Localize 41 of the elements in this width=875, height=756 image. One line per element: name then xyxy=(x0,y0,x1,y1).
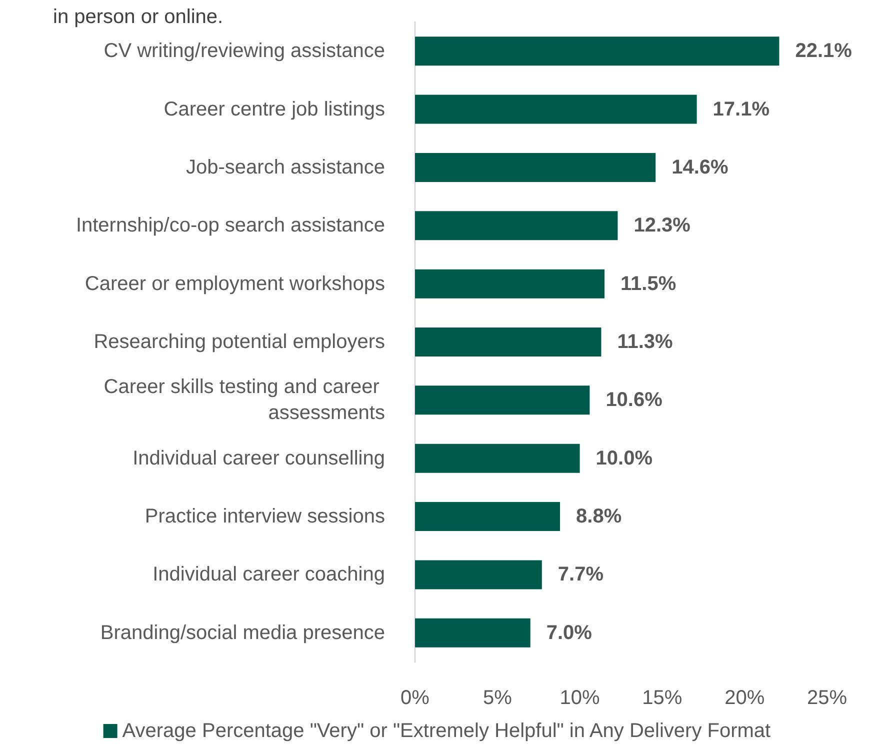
data-label: 10.6% xyxy=(606,389,663,412)
x-tick-label: 10% xyxy=(560,687,600,709)
bar xyxy=(415,269,605,298)
data-label: 14.6% xyxy=(672,156,729,178)
bar xyxy=(415,502,560,532)
bar xyxy=(415,444,580,473)
data-label: 7.7% xyxy=(558,564,604,586)
x-tick-label: 15% xyxy=(642,687,682,709)
data-label: 11.3% xyxy=(617,331,674,353)
y-tick-label: CV writing/reviewing assistance xyxy=(104,40,385,62)
y-tick-label: Internship/co-op search assistance xyxy=(76,214,385,237)
bar xyxy=(415,36,780,66)
y-tick-label: Practice interview sessions xyxy=(144,506,385,528)
y-tick-label: Individual career coaching xyxy=(152,564,385,586)
bar xyxy=(415,152,656,182)
x-tick-label: 25% xyxy=(806,687,848,709)
y-tick-label: Career centre job listings xyxy=(164,98,385,120)
bar xyxy=(415,618,530,648)
data-label: 22.1% xyxy=(795,40,852,62)
y-tick-label: Career skills testing and career assessments xyxy=(104,376,385,424)
data-label: 12.3% xyxy=(634,214,691,237)
y-tick-label: Branding/social media presence xyxy=(100,622,385,644)
bar xyxy=(415,328,602,356)
text: in person or online. xyxy=(53,6,224,28)
bar xyxy=(415,560,542,590)
x-tick-label: 0% xyxy=(400,687,430,709)
data-label: 8.8% xyxy=(576,506,622,528)
x-tick-label: 5% xyxy=(482,687,512,709)
bar xyxy=(415,94,697,124)
y-tick-label: Individual career counselling xyxy=(132,447,385,470)
bar xyxy=(415,386,590,415)
y-tick-label: Researching potential employers xyxy=(94,331,385,353)
data-label: 10.0% xyxy=(596,447,653,470)
data-label: 11.5% xyxy=(620,272,676,295)
x-tick-label: 20% xyxy=(724,687,765,709)
data-label: 17.1% xyxy=(712,98,770,120)
y-tick-label: Career or employment workshops xyxy=(84,272,385,295)
y-tick-label: Job-search assistance xyxy=(186,156,385,178)
bar xyxy=(415,211,618,240)
data-label: 7.0% xyxy=(546,622,592,644)
legend-label: Average Percentage "Very" or "Extremely Helpful" in Any Delivery Format xyxy=(122,720,772,742)
